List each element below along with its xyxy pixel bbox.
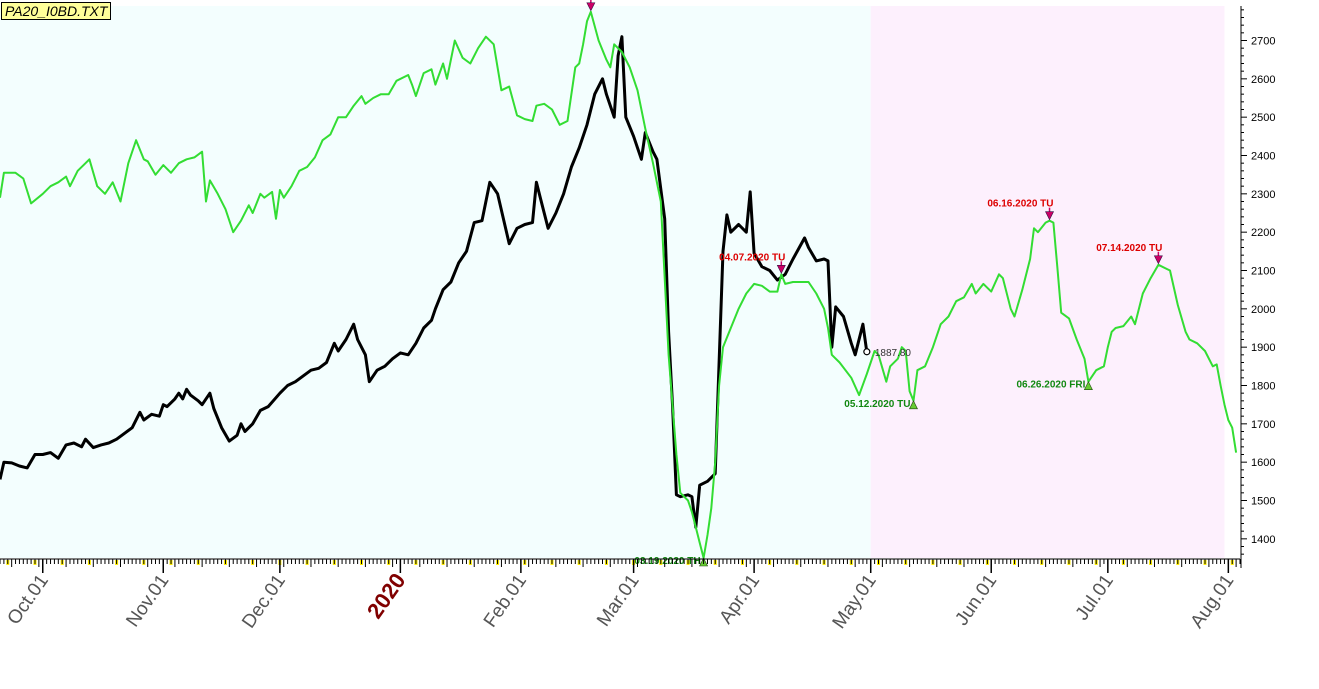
y-tick-label: 2100	[1251, 266, 1275, 278]
series-projection-line	[0, 10, 1238, 559]
annotation-2-label: 04.07.2020 TU	[719, 252, 785, 263]
x-tick-label: May.01	[829, 571, 881, 633]
y-tick-label: 1800	[1251, 381, 1275, 393]
x-tick-label: Mar.01	[593, 571, 644, 631]
background-regions	[0, 6, 1225, 558]
last-value-label: 1887.80	[875, 348, 912, 359]
y-tick-label: 1900	[1251, 342, 1275, 354]
y-tick-label: 1600	[1251, 457, 1275, 469]
annotation-6-marker	[1153, 255, 1163, 265]
annotation-1-label: 03.19.2020 TH	[634, 556, 700, 567]
y-tick-label: 1700	[1251, 419, 1275, 431]
annotation-3-marker	[908, 400, 918, 410]
y-axis: 1400 1500 1600 1700 1800 1900 2000 2100 2200 2300…	[1240, 6, 1275, 568]
x-tick-label: Apr.01	[715, 571, 764, 628]
annotation-2-marker	[776, 265, 786, 275]
x-tick-label: Jun.01	[951, 571, 1001, 630]
y-tick-label: 2500	[1251, 112, 1275, 124]
x-tick-label: Feb.01	[480, 571, 531, 632]
annotation-6-label: 07.14.2020 TU	[1096, 243, 1162, 254]
region-0	[0, 6, 871, 558]
annotation-0-label: 02.19.2020 WD	[525, 0, 595, 1]
y-tick-label: 2600	[1251, 74, 1275, 86]
y-tick-label: 2700	[1251, 36, 1275, 48]
annotation-3-label: 05.12.2020 TU	[844, 399, 910, 410]
y-tick-label: 2300	[1251, 189, 1275, 201]
annotation-5-marker	[1083, 380, 1093, 390]
x-tick-label: 2020	[362, 569, 411, 623]
region-1	[870, 6, 1225, 558]
x-axis: Oct.01 Nov.01 Dec.01 2020 Feb.01 Mar.01 Apr.01…	[0, 558, 1241, 633]
annotation-5-label: 06.26.2020 FRI	[1016, 380, 1085, 391]
annotations-group: 1887.80 02.19.2020 WD 03.19.2020 TH 04.07.2…	[525, 0, 1163, 567]
x-tick-label: Aug.01	[1187, 571, 1239, 632]
last-value-marker	[863, 348, 871, 356]
series-group	[0, 10, 1238, 559]
annotation-0-marker	[586, 2, 596, 12]
x-tick-label: Dec.01	[238, 571, 290, 632]
y-tick-label: 2000	[1251, 304, 1275, 316]
y-tick-label: 1400	[1251, 534, 1275, 546]
y-tick-label: 2200	[1251, 227, 1275, 239]
y-tick-label: 2400	[1251, 151, 1275, 163]
x-tick-label: Oct.01	[4, 571, 53, 629]
x-tick-label: Jul.01	[1072, 571, 1118, 625]
x-tick-label: Nov.01	[122, 571, 173, 631]
chart-title: PA20_I0BD.TXT	[1, 2, 112, 20]
annotation-4-marker	[1045, 211, 1055, 221]
annotation-4-label: 06.16.2020 TU	[987, 199, 1053, 210]
series-price-line	[0, 35, 869, 529]
y-tick-label: 1500	[1251, 496, 1275, 508]
